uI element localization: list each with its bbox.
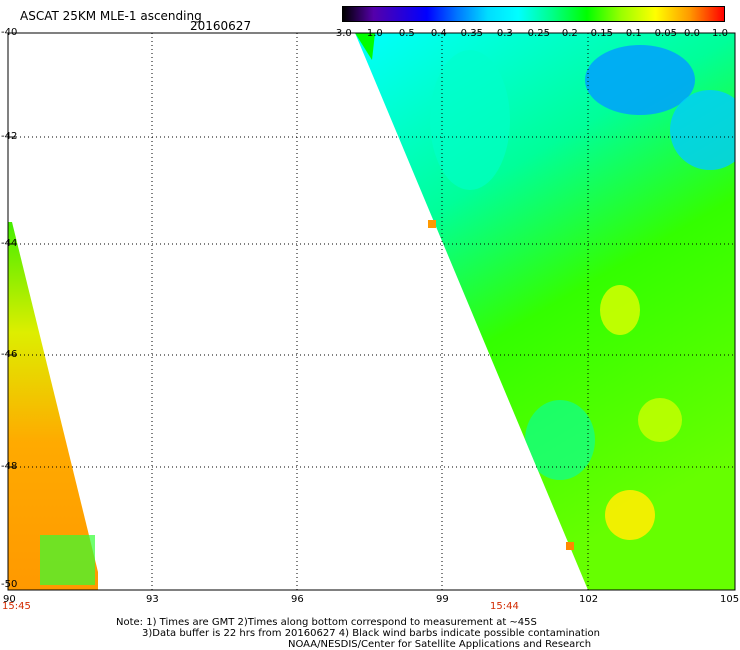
longitude-label: 90 xyxy=(3,594,16,605)
west-swath xyxy=(8,222,98,590)
colorbar xyxy=(342,6,725,22)
latitude-label: -50 xyxy=(1,579,18,590)
longitude-label: 105 xyxy=(720,594,740,605)
colorbar-label: -0.2 xyxy=(558,28,578,39)
colorbar-label: -3.0 xyxy=(332,28,352,39)
longitude-label: 93 xyxy=(146,594,159,605)
latitude-label: -48 xyxy=(1,461,18,472)
footnote-line-2: 3)Data buffer is 22 hrs from 20160627 4)… xyxy=(142,628,600,639)
tick-marks xyxy=(8,32,16,591)
swath-time-middle: 15:44 xyxy=(490,601,519,612)
east-swath xyxy=(355,33,735,590)
map-date: 20160627 xyxy=(190,19,252,33)
colorbar-label: 0.0 xyxy=(684,28,700,39)
colorbar-label: -0.35 xyxy=(457,28,483,39)
colorbar-label: -0.1 xyxy=(622,28,642,39)
latitude-label: -40 xyxy=(1,27,18,38)
footnote-line-1: Note: 1) Times are GMT 2)Times along bot… xyxy=(116,617,537,628)
colorbar-label: -0.5 xyxy=(395,28,415,39)
footnote-credit: NOAA/NESDIS/Center for Satellite Applica… xyxy=(288,639,592,650)
colorbar-label: -0.4 xyxy=(427,28,447,39)
longitude-label: 102 xyxy=(579,594,599,605)
colorbar-label: 1.0 xyxy=(712,28,728,39)
colorbar-label: -0.3 xyxy=(493,28,513,39)
longitude-label: 99 xyxy=(436,594,449,605)
swath-time-left: 15:45 xyxy=(2,601,31,612)
map-title: ASCAT 25KM MLE-1 ascending xyxy=(20,9,202,23)
colorbar-label: -0.05 xyxy=(651,28,677,39)
colorbar-label: -0.25 xyxy=(524,28,550,39)
plot-frame xyxy=(7,32,736,591)
colorbar-label: -0.15 xyxy=(587,28,613,39)
latitude-label: -46 xyxy=(1,349,18,360)
latitude-label: -44 xyxy=(1,238,18,249)
colorbar-label: -1.0 xyxy=(363,28,383,39)
latitude-label: -42 xyxy=(1,131,18,142)
longitude-label: 96 xyxy=(291,594,304,605)
graticule xyxy=(8,33,735,590)
